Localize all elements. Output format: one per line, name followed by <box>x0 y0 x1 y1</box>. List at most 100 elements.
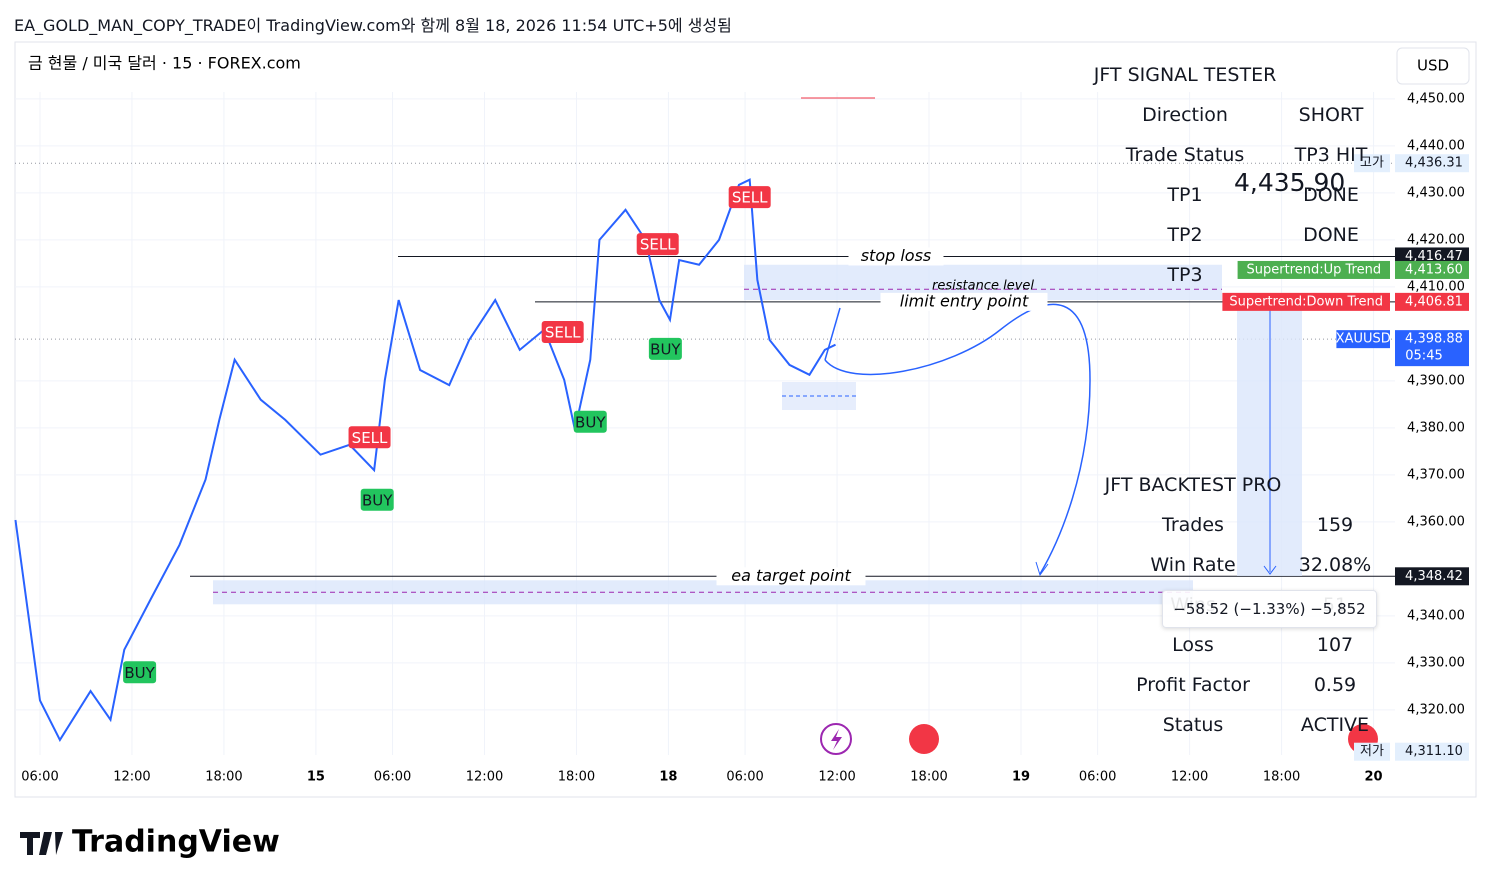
x-tick-label: 18:00 <box>205 770 242 785</box>
y-tick-label: 4,390.00 <box>1407 373 1465 388</box>
y-tick-label: 4,320.00 <box>1407 702 1465 717</box>
table-label: Trades <box>1162 514 1224 536</box>
header-title: EA_GOLD_MAN_COPY_TRADE이 TradingView.com와… <box>14 16 732 35</box>
signal-label: SELL <box>545 323 581 341</box>
table-label: TP3 <box>1167 264 1203 286</box>
table-value: 107 <box>1316 634 1354 656</box>
price-tag-name-bg <box>1354 154 1390 173</box>
x-tick-label: 18:00 <box>558 770 595 785</box>
table-label: Trade Status <box>1125 144 1245 166</box>
y-tick-label: 4,360.00 <box>1407 514 1465 529</box>
signal-badge <box>648 337 682 360</box>
y-tick-label: 4,340.00 <box>1407 608 1465 623</box>
price-tag-name: 고가 <box>1360 156 1384 171</box>
signal-label: BUY <box>650 340 681 358</box>
x-tick-label: 15 <box>307 770 325 785</box>
level-label-bg <box>880 292 1048 311</box>
overlay-price: 4,435.90 <box>1234 168 1346 197</box>
x-tick-label: 18 <box>659 770 677 785</box>
x-tick-label: 12:00 <box>466 770 503 785</box>
signal-label: BUY <box>575 413 606 431</box>
x-tick-label: 12:00 <box>1171 770 1208 785</box>
level-label-bg <box>848 247 944 266</box>
projection-curve <box>824 307 841 361</box>
table-label: Profit Factor <box>1136 674 1250 696</box>
table-value: DONE <box>1303 184 1359 206</box>
price-tag <box>1395 292 1469 311</box>
price-tag-value: 4,348.42 <box>1405 569 1463 584</box>
table-title: JFT SIGNAL TESTER <box>1093 64 1277 86</box>
level-label: stop loss <box>861 246 932 265</box>
table-value: SHORT <box>1298 104 1364 126</box>
table-title: JFT BACKTEST PRO <box>1104 474 1282 496</box>
y-tick-label: 4,380.00 <box>1407 420 1465 435</box>
x-tick-label: 19 <box>1012 770 1030 785</box>
y-tick-label: 4,330.00 <box>1407 655 1465 670</box>
price-tag <box>1395 742 1469 761</box>
table-value: DONE <box>1303 224 1359 246</box>
x-tick-label: 12:00 <box>818 770 855 785</box>
price-tag-value: 4,311.10 <box>1405 744 1463 759</box>
plot <box>15 92 1395 755</box>
price-tag-name: XAUUSD <box>1336 332 1391 347</box>
price-tag-name: Supertrend:Down Trend <box>1229 294 1383 309</box>
level-label: ea target point <box>731 566 851 585</box>
signal-label: SELL <box>640 236 676 254</box>
price-tag-name-bg <box>1237 260 1390 279</box>
x-tick-label: 12:00 <box>113 770 150 785</box>
table-value: ACTIVE <box>1300 714 1370 736</box>
y-tick-label: 4,450.00 <box>1407 91 1465 106</box>
projection-arrow <box>1035 561 1049 577</box>
signal-badge <box>123 661 157 684</box>
table-label: Status <box>1162 714 1224 736</box>
resistance-label: resistance level <box>932 279 1034 294</box>
price-tag <box>1395 330 1469 367</box>
signal-badge <box>360 488 394 511</box>
signal-badge <box>573 410 607 433</box>
signal-label: SELL <box>732 189 768 207</box>
table-label: Direction <box>1142 104 1228 126</box>
table-value: TP3 HIT <box>1294 144 1368 166</box>
flag-icon[interactable] <box>909 724 939 754</box>
table-value: 159 <box>1316 514 1354 536</box>
price-tag-value: 4,398.88 <box>1405 332 1463 347</box>
y-tick-label: 4,440.00 <box>1407 138 1465 153</box>
measure-arrow-head <box>1263 565 1277 575</box>
logo: TradingView <box>72 825 280 860</box>
signal-badge <box>541 320 584 343</box>
x-tick-label: 06:00 <box>726 770 763 785</box>
x-tick-label: 06:00 <box>21 770 58 785</box>
signal-label: SELL <box>352 429 388 447</box>
currency[interactable]: USD <box>1417 57 1449 75</box>
frame <box>14 41 1477 798</box>
table-label: Win Rate <box>1150 554 1236 576</box>
table-label: TP1 <box>1167 184 1203 206</box>
logo-mark <box>20 832 63 855</box>
table-value: 0.59 <box>1313 674 1357 696</box>
price-tag-value: 4,416.47 <box>1405 249 1463 264</box>
price-tag-name: 저가 <box>1360 744 1384 759</box>
table-value: 32.08% <box>1298 554 1372 576</box>
price-tag-name-bg <box>1336 330 1390 349</box>
price-line-series <box>14 178 836 742</box>
level-label-bg <box>716 567 866 586</box>
table-label: TP2 <box>1167 224 1203 246</box>
price-tag-name-bg <box>1354 742 1390 761</box>
x-tick-label: 18:00 <box>910 770 947 785</box>
x-tick-label: 06:00 <box>374 770 411 785</box>
price-tag-time: 05:45 <box>1405 349 1442 364</box>
y-tick-label: 4,370.00 <box>1407 467 1465 482</box>
price-tag-name: Supertrend:Up Trend <box>1247 262 1382 277</box>
price-tag-name-bg <box>1222 292 1390 311</box>
symbol: 금 현물 / 미국 달러 · 15 · FOREX.com <box>28 54 301 73</box>
price-tag-value: 4,413.60 <box>1405 262 1463 277</box>
signal-badge <box>636 233 679 256</box>
currency-box[interactable] <box>1396 47 1470 85</box>
price-tag <box>1395 567 1469 586</box>
y-tick-label: 4,430.00 <box>1407 185 1465 200</box>
x-tick-label: 18:00 <box>1263 770 1300 785</box>
event-icon[interactable] <box>831 729 842 750</box>
price-tag <box>1395 260 1469 279</box>
